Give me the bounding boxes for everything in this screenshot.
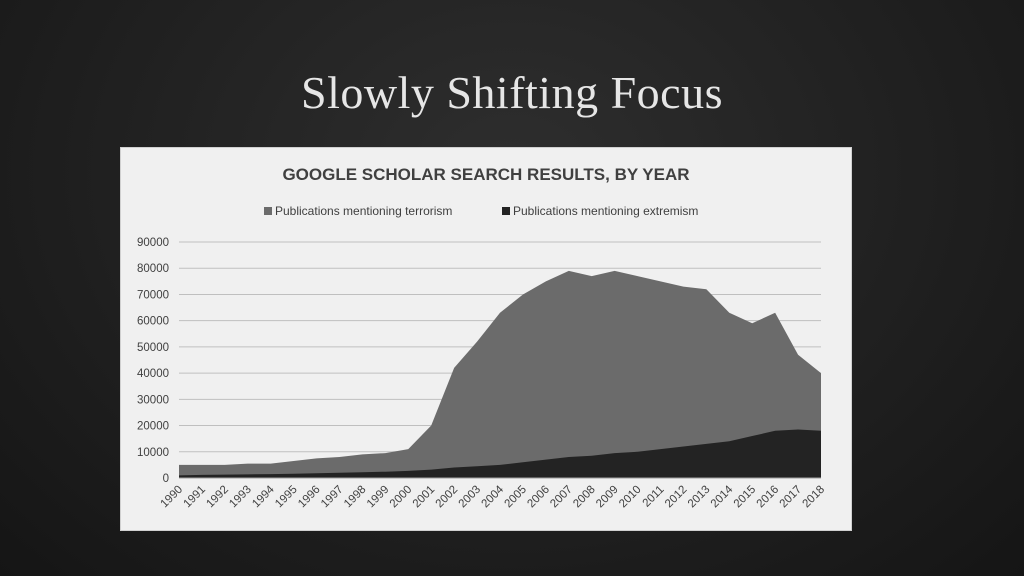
x-tick-label: 2011 xyxy=(641,484,667,510)
y-tick-label: 70000 xyxy=(137,289,169,301)
legend-swatch-extremism xyxy=(502,207,510,215)
area-series xyxy=(179,270,821,478)
x-tick-label: 1993 xyxy=(227,484,254,511)
y-tick-label: 80000 xyxy=(137,263,169,275)
x-tick-label: 2001 xyxy=(411,484,438,511)
y-tick-label: 90000 xyxy=(137,237,169,249)
x-tick-label: 1992 xyxy=(204,484,231,511)
x-tick-label: 2008 xyxy=(571,484,598,511)
x-tick-label: 2009 xyxy=(594,484,621,511)
y-tick-label: 10000 xyxy=(137,447,169,459)
y-tick-label: 20000 xyxy=(137,421,169,433)
x-tick-label: 1995 xyxy=(273,484,300,511)
terrorism-area xyxy=(179,270,821,478)
legend-label-extremism: Publications mentioning extremism xyxy=(513,204,698,218)
x-tick-label: 2010 xyxy=(617,484,644,511)
x-tick-label: 1994 xyxy=(250,483,277,510)
x-tick-label: 2014 xyxy=(709,483,736,510)
x-tick-label: 2007 xyxy=(548,484,575,511)
x-tick-label: 2015 xyxy=(732,484,759,511)
x-tick-label: 2006 xyxy=(525,484,552,511)
x-tick-label: 2004 xyxy=(480,483,507,510)
area-chart: GOOGLE SCHOLAR SEARCH RESULTS, BY YEAR P… xyxy=(137,165,828,511)
x-tick-label: 2012 xyxy=(663,484,690,511)
chart-title: GOOGLE SCHOLAR SEARCH RESULTS, BY YEAR xyxy=(282,165,689,184)
y-tick-label: 50000 xyxy=(137,342,169,354)
legend-swatch-terrorism xyxy=(264,207,272,215)
x-tick-label: 1996 xyxy=(296,484,323,511)
legend: Publications mentioning terrorism Publica… xyxy=(264,204,698,218)
y-tick-label: 30000 xyxy=(137,394,169,406)
y-tick-label: 0 xyxy=(163,473,169,485)
x-tick-label: 2013 xyxy=(686,484,713,511)
x-axis: 1990199119921993199419951996199719981999… xyxy=(159,477,828,511)
x-tick-label: 2005 xyxy=(502,484,529,511)
x-tick-label: 2016 xyxy=(755,484,782,511)
legend-label-terrorism: Publications mentioning terrorism xyxy=(275,204,452,218)
x-tick-label: 1998 xyxy=(342,484,369,511)
slide-title: Slowly Shifting Focus xyxy=(300,67,723,118)
x-tick-label: 1997 xyxy=(319,484,346,511)
x-tick-label: 1990 xyxy=(159,484,186,511)
extremism-area xyxy=(179,429,821,478)
x-tick-label: 1999 xyxy=(365,484,392,511)
x-tick-label: 2003 xyxy=(457,484,484,511)
x-tick-label: 2018 xyxy=(801,484,828,511)
y-tick-label: 60000 xyxy=(137,316,169,328)
chart-panel: GOOGLE SCHOLAR SEARCH RESULTS, BY YEAR P… xyxy=(120,147,852,531)
x-tick-label: 2017 xyxy=(778,484,805,511)
y-axis: 0 10000 20000 30000 40000 50000 60000 70000 8000… xyxy=(137,237,169,485)
x-tick-label: 1991 xyxy=(181,484,208,511)
x-tick-label: 2002 xyxy=(434,484,461,511)
y-tick-label: 40000 xyxy=(137,368,169,380)
x-tick-label: 2000 xyxy=(388,484,415,511)
